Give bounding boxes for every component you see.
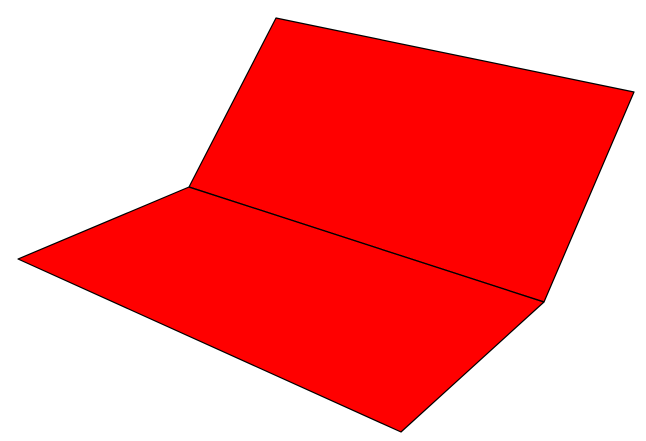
fold-line: [188, 186, 545, 303]
